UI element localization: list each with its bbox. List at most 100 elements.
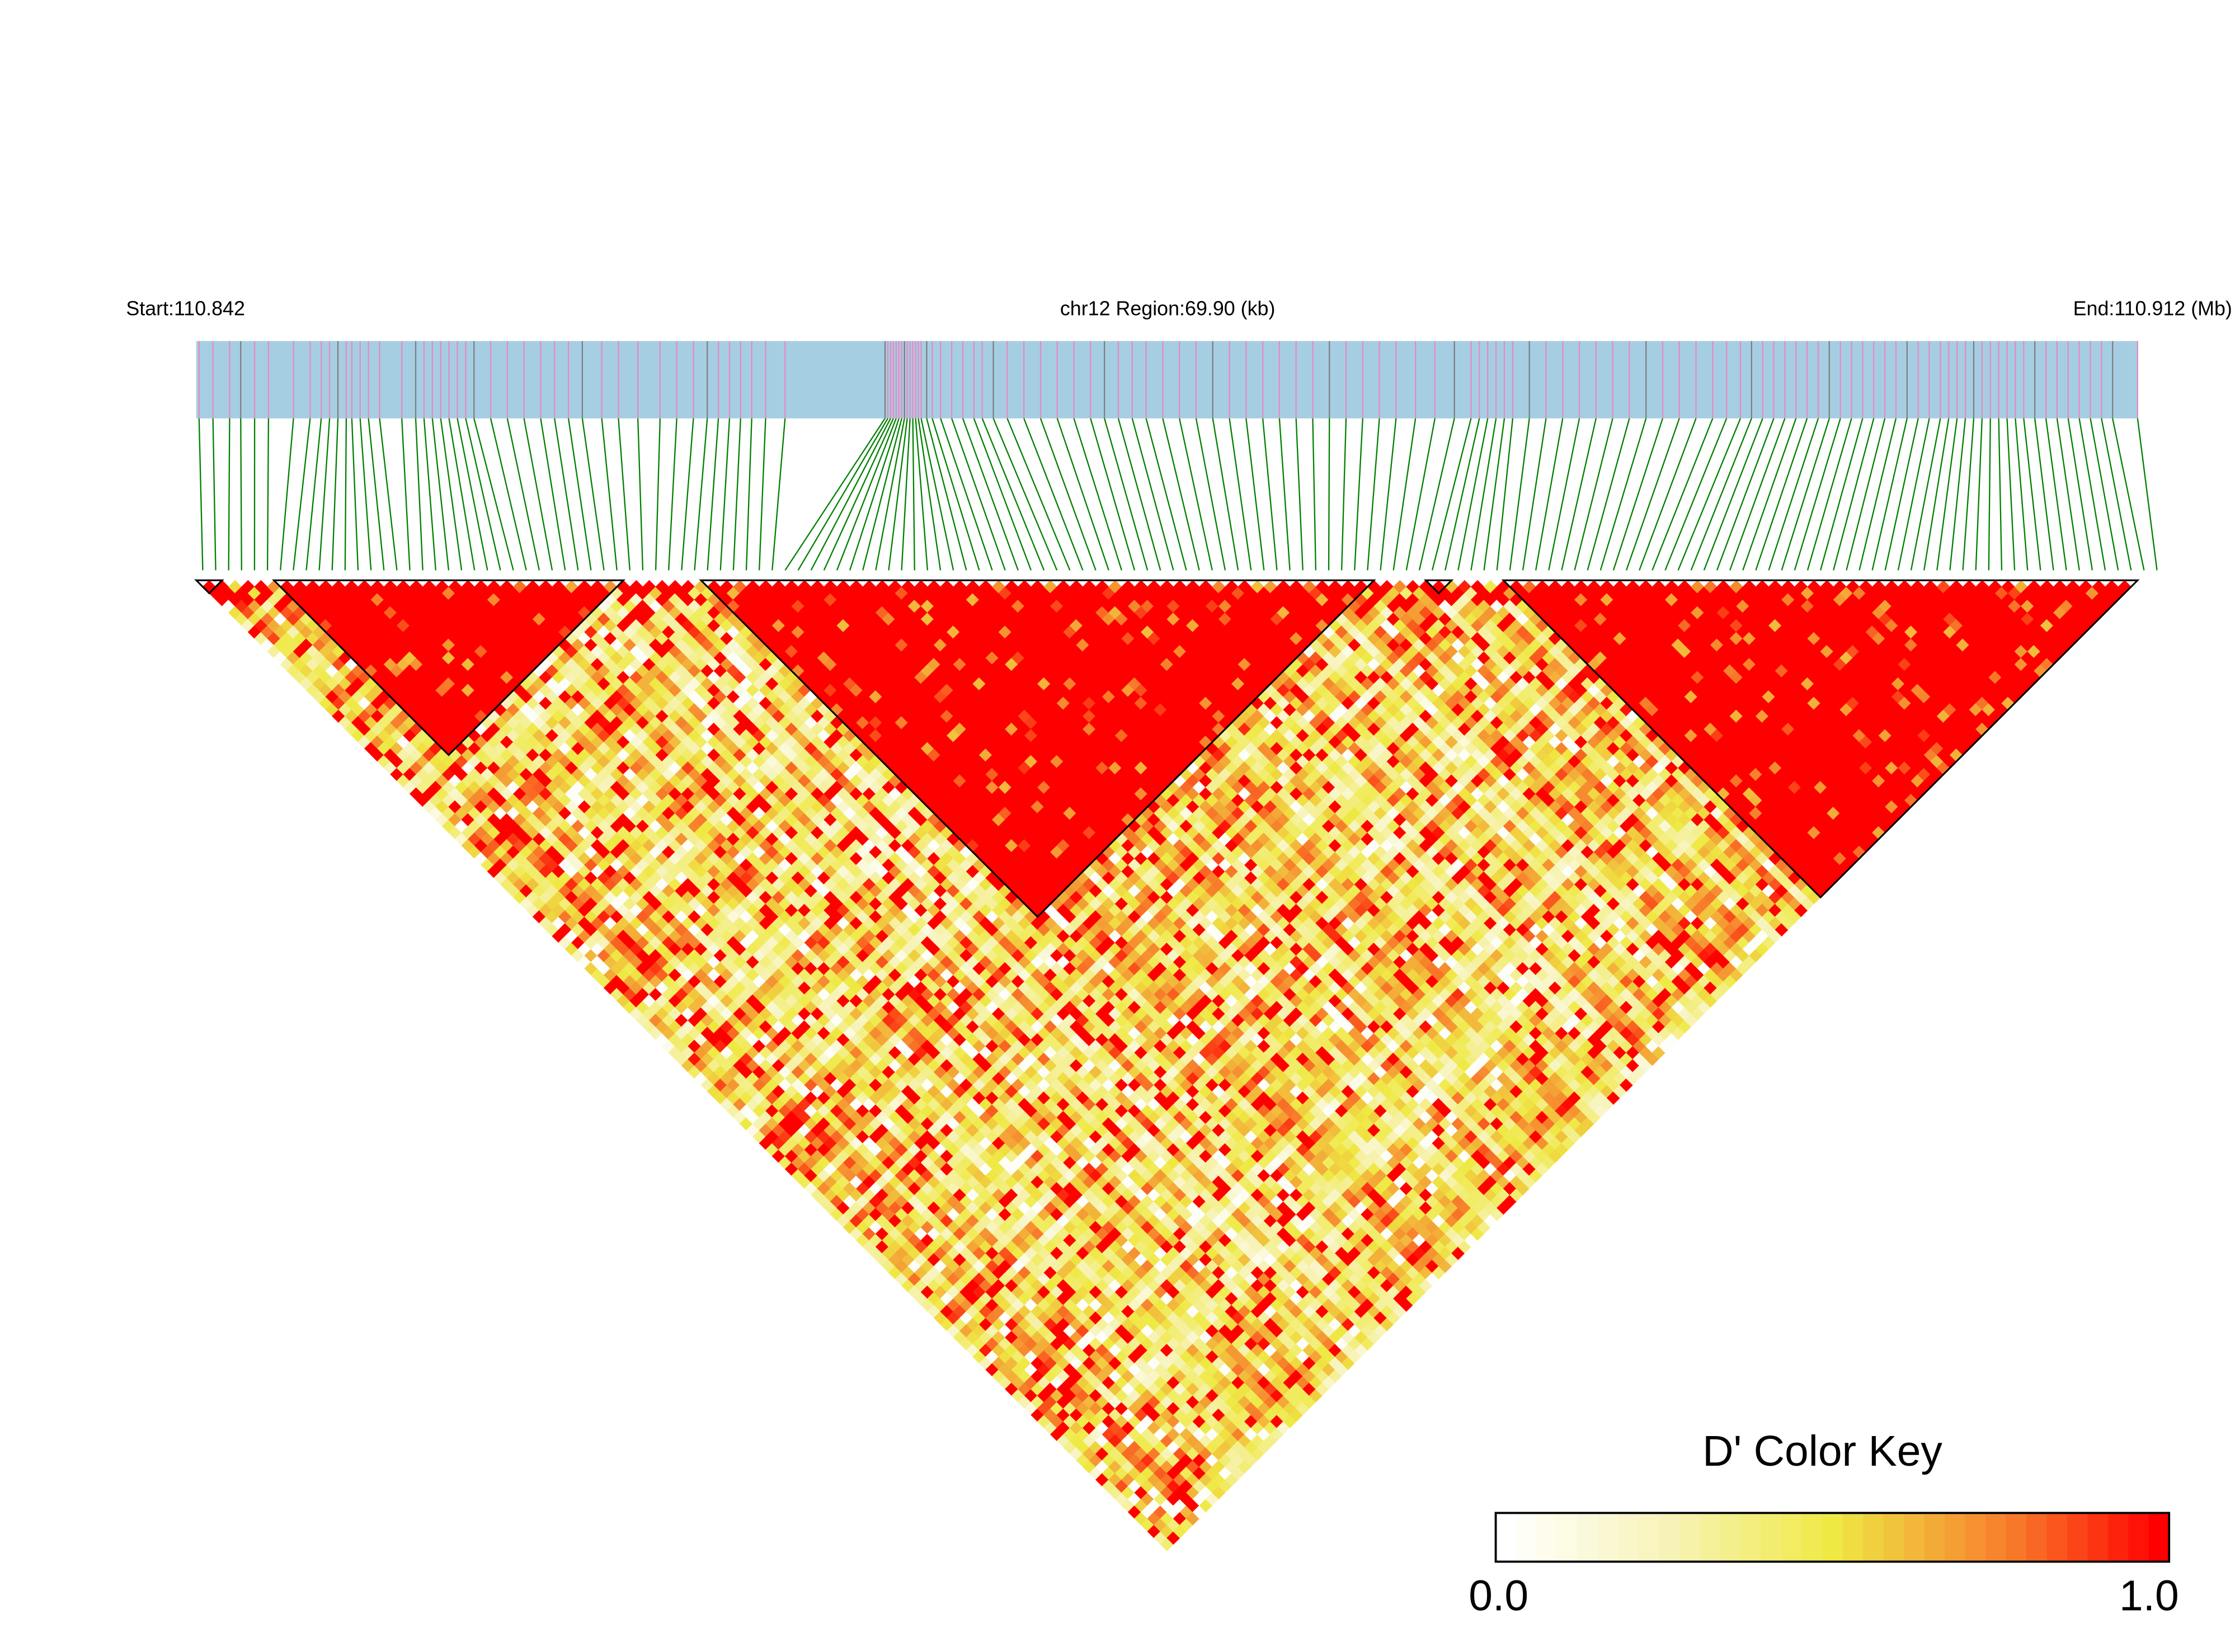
snp-connector: [1278, 418, 1291, 571]
snp-connector: [1639, 418, 1697, 571]
snp-connector: [771, 418, 786, 571]
snp-connector: [1806, 418, 1852, 571]
snp-connector: [1023, 418, 1084, 571]
snp-connector: [1846, 418, 1886, 571]
snp-connector: [745, 418, 752, 571]
snp-connector: [1612, 418, 1664, 571]
snp-connector: [1548, 418, 1580, 571]
snp-connector: [1312, 418, 1317, 571]
snp-connector: [1418, 418, 1455, 571]
snp-connector: [359, 418, 372, 571]
snp-connector: [962, 418, 1019, 571]
snp-connector: [1988, 418, 1991, 571]
snp-connector: [810, 418, 891, 571]
snp-connector: [2006, 418, 2016, 571]
snp-connector: [1470, 418, 1497, 571]
snp-connector: [506, 418, 540, 571]
snp-connector: [490, 418, 527, 571]
snp-connector: [523, 418, 553, 571]
region-start-label: Start:110.842: [126, 298, 245, 320]
snp-connector: [1781, 418, 1830, 571]
snp-connector: [280, 418, 294, 571]
snp-connector: [1090, 418, 1136, 571]
snp-connector: [293, 418, 311, 571]
snp-connector: [926, 418, 967, 571]
snp-connector: [1561, 418, 1597, 571]
snp-connector: [1367, 418, 1380, 571]
snp-connector: [1295, 418, 1304, 571]
snp-connector: [940, 418, 993, 571]
snp-connector: [457, 418, 488, 571]
snp-connector: [440, 418, 463, 571]
snp-connector: [1794, 418, 1841, 571]
snp-connector: [1587, 418, 1630, 571]
snp-connector: [1871, 418, 1908, 571]
snp-connector: [1195, 418, 1226, 571]
snp-connector: [540, 418, 566, 571]
snp-connector: [1742, 418, 1797, 571]
snp-connector: [1262, 418, 1278, 571]
snp-connector: [915, 418, 929, 571]
snp-connector: [266, 418, 270, 571]
snp-connector: [2101, 418, 2132, 571]
snp-connector: [758, 418, 766, 571]
snp-connector: [1145, 418, 1187, 571]
heatmap-cells: [202, 580, 2132, 1551]
snp-connector: [2067, 418, 2093, 571]
snp-connector: [1703, 418, 1763, 571]
snp-connector: [618, 418, 630, 571]
snp-connector: [1431, 418, 1472, 571]
snp-connector: [1599, 418, 1647, 571]
snp-connector: [1819, 418, 1864, 571]
snp-connector: [1245, 418, 1265, 571]
snp-connector: [344, 418, 347, 571]
snp-connector: [862, 418, 902, 571]
snp-connector: [448, 418, 476, 571]
snp-connector: [1131, 418, 1174, 571]
snp-connector: [901, 418, 911, 571]
snp-connector: [707, 418, 719, 571]
snp-connector: [465, 418, 501, 571]
snp-connector: [992, 418, 1058, 571]
snp-connector: [212, 418, 217, 571]
snp-connector: [637, 418, 644, 571]
snp-connector: [1104, 418, 1149, 571]
snp-connector: [1006, 418, 1071, 571]
snp-connector: [681, 418, 694, 571]
snp-connector: [379, 418, 398, 571]
snp-connector: [1117, 418, 1161, 571]
snp-connector: [554, 418, 579, 571]
snp-connector: [1998, 418, 2003, 571]
snp-connector: [951, 418, 1006, 571]
snp-connectors: [198, 418, 2158, 571]
snp-connector: [2078, 418, 2106, 571]
snp-connector: [1496, 418, 1514, 571]
snp-connector: [240, 418, 242, 571]
snp-connector: [1179, 418, 1213, 571]
snp-connector: [1522, 418, 1547, 571]
snp-connector: [1936, 418, 1958, 571]
gene-track: [196, 341, 2139, 418]
snp-connector: [1975, 418, 1983, 571]
snp-connector: [931, 418, 980, 571]
snp-connector: [1444, 418, 1480, 571]
snp-connector: [1949, 418, 1966, 571]
snp-connector: [1483, 418, 1505, 571]
region-end-label: End:110.912 (Mb): [2073, 298, 2232, 320]
snp-connector: [694, 418, 708, 571]
snp-connector: [888, 418, 908, 571]
snp-connector: [1229, 418, 1252, 571]
snp-connector: [198, 418, 204, 571]
snp-connector: [1716, 418, 1775, 571]
snp-connector: [1755, 418, 1808, 571]
snp-connector: [601, 418, 618, 571]
snp-connector: [2015, 418, 2029, 571]
snp-connector: [2056, 418, 2080, 571]
snp-connector: [305, 418, 322, 571]
snp-connector: [912, 418, 915, 571]
region-title: chr12 Region:69.90 (kb): [1060, 298, 1276, 320]
snp-connector: [1392, 418, 1417, 571]
snp-connector: [784, 418, 886, 571]
snp-connector: [797, 418, 888, 571]
